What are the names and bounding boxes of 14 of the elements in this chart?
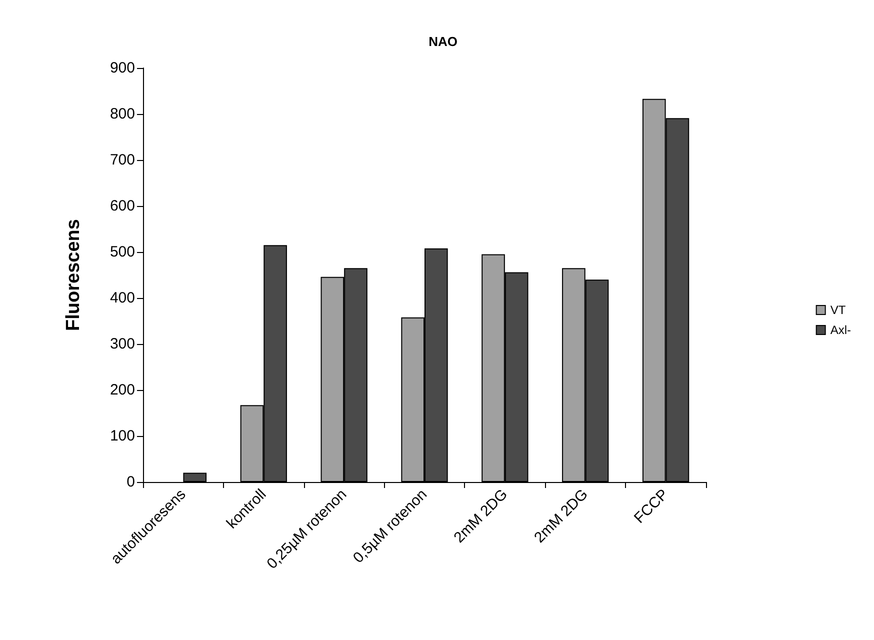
y-tick-label: 600: [110, 198, 135, 214]
y-tick-label: 0: [126, 474, 135, 490]
y-tick-label: 800: [110, 106, 135, 122]
y-tick-label: 200: [110, 382, 135, 398]
chart-title: NAO: [428, 34, 458, 49]
legend-label: VT: [830, 303, 846, 317]
legend-label: Axl-: [830, 323, 852, 337]
y-axis-title: Fluorescens: [63, 219, 84, 331]
y-tick-label: 400: [110, 290, 135, 306]
y-tick-label: 700: [110, 152, 135, 168]
y-tick-label: 900: [110, 60, 135, 76]
y-tick-label: 500: [110, 244, 135, 260]
y-tick-label: 100: [110, 428, 135, 444]
y-tick-label: 300: [110, 336, 135, 352]
